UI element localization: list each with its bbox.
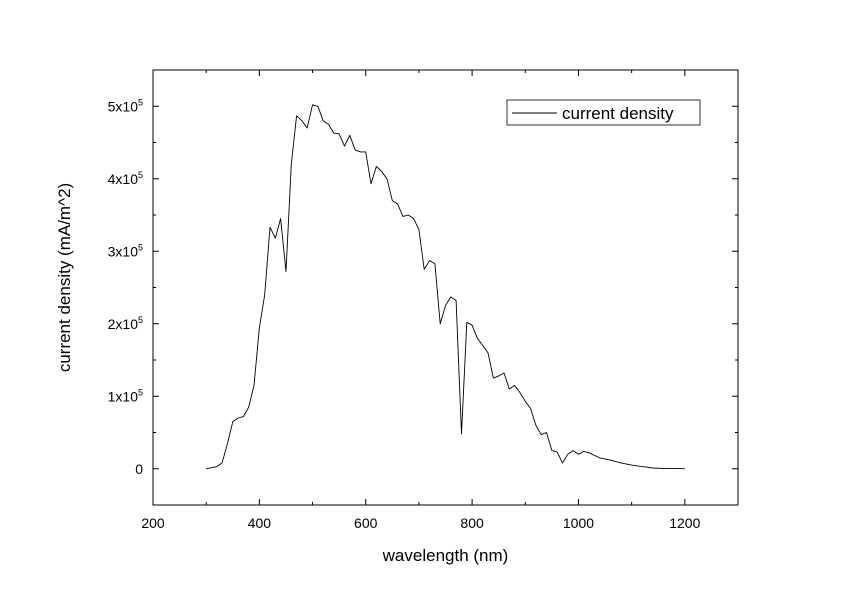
y-tick-label: 5x105 <box>108 97 143 114</box>
y-tick-label: 1x105 <box>108 387 143 404</box>
x-tick-label: 1000 <box>563 515 594 531</box>
series-line <box>206 104 685 470</box>
x-tick-label: 600 <box>354 515 378 531</box>
plot-frame <box>152 69 739 506</box>
legend: current density <box>506 99 701 126</box>
y-axis-title: current density (mA/m^2) <box>55 183 74 372</box>
legend-entry: current density <box>562 104 674 123</box>
x-tick-label: 400 <box>248 515 272 531</box>
x-tick-label: 800 <box>460 515 484 531</box>
x-tick-label: 1200 <box>669 515 700 531</box>
x-tick-label: 200 <box>141 515 165 531</box>
x-axis: 200 400 600 800 1000 1200 <box>141 70 701 531</box>
y-tick-label: 2x105 <box>108 315 143 332</box>
y-axis: 0 1x105 2x105 3x105 4x105 5x105 <box>108 97 738 477</box>
y-tick-label: 3x105 <box>108 242 143 259</box>
plot-area <box>152 69 739 506</box>
legend-box <box>506 99 701 126</box>
y-tick-label: 4x105 <box>108 170 143 187</box>
y-tick-label: 0 <box>135 461 143 477</box>
x-axis-title: wavelength (nm) <box>382 546 509 565</box>
series-layer <box>206 104 685 470</box>
